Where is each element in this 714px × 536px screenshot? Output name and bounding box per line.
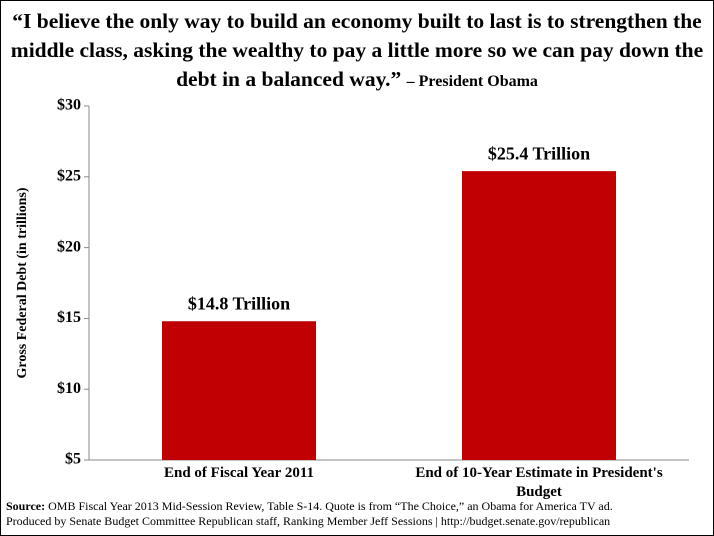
quote: “I believe the only way to build an econ… — [10, 9, 704, 91]
y-tick-label: $30 — [57, 97, 81, 114]
y-tick-label: $15 — [57, 309, 81, 326]
attribution: – President Obama — [406, 73, 538, 90]
y-axis-label: Gross Federal Debt (in trillions) — [15, 187, 30, 378]
data-label: $14.8 Trillion — [188, 293, 290, 313]
footer: Source: OMB Fiscal Year 2013 Mid-Session… — [6, 499, 613, 529]
source-line: Source: OMB Fiscal Year 2013 Mid-Session… — [6, 499, 613, 514]
y-tick-label: $20 — [57, 238, 81, 255]
x-tick-label: End of Fiscal Year 2011 — [163, 465, 314, 481]
x-tick-label: End of 10-Year Estimate in President's B… — [415, 465, 663, 500]
source: OMB Fiscal Year 2013 Mid-Session Review,… — [48, 499, 613, 513]
y-tick-label: $25 — [57, 167, 81, 184]
data-label: $25.4 Trillion — [488, 143, 590, 163]
bar — [162, 321, 316, 460]
bar — [462, 171, 616, 461]
source-label: Source: — [6, 499, 46, 513]
y-tick-label: $5 — [65, 451, 81, 468]
y-tick-label: $10 — [57, 380, 81, 397]
credit: Produced by Senate Budget Committee Repu… — [6, 514, 611, 528]
chart-title: “I believe the only way to build an econ… — [5, 7, 709, 96]
